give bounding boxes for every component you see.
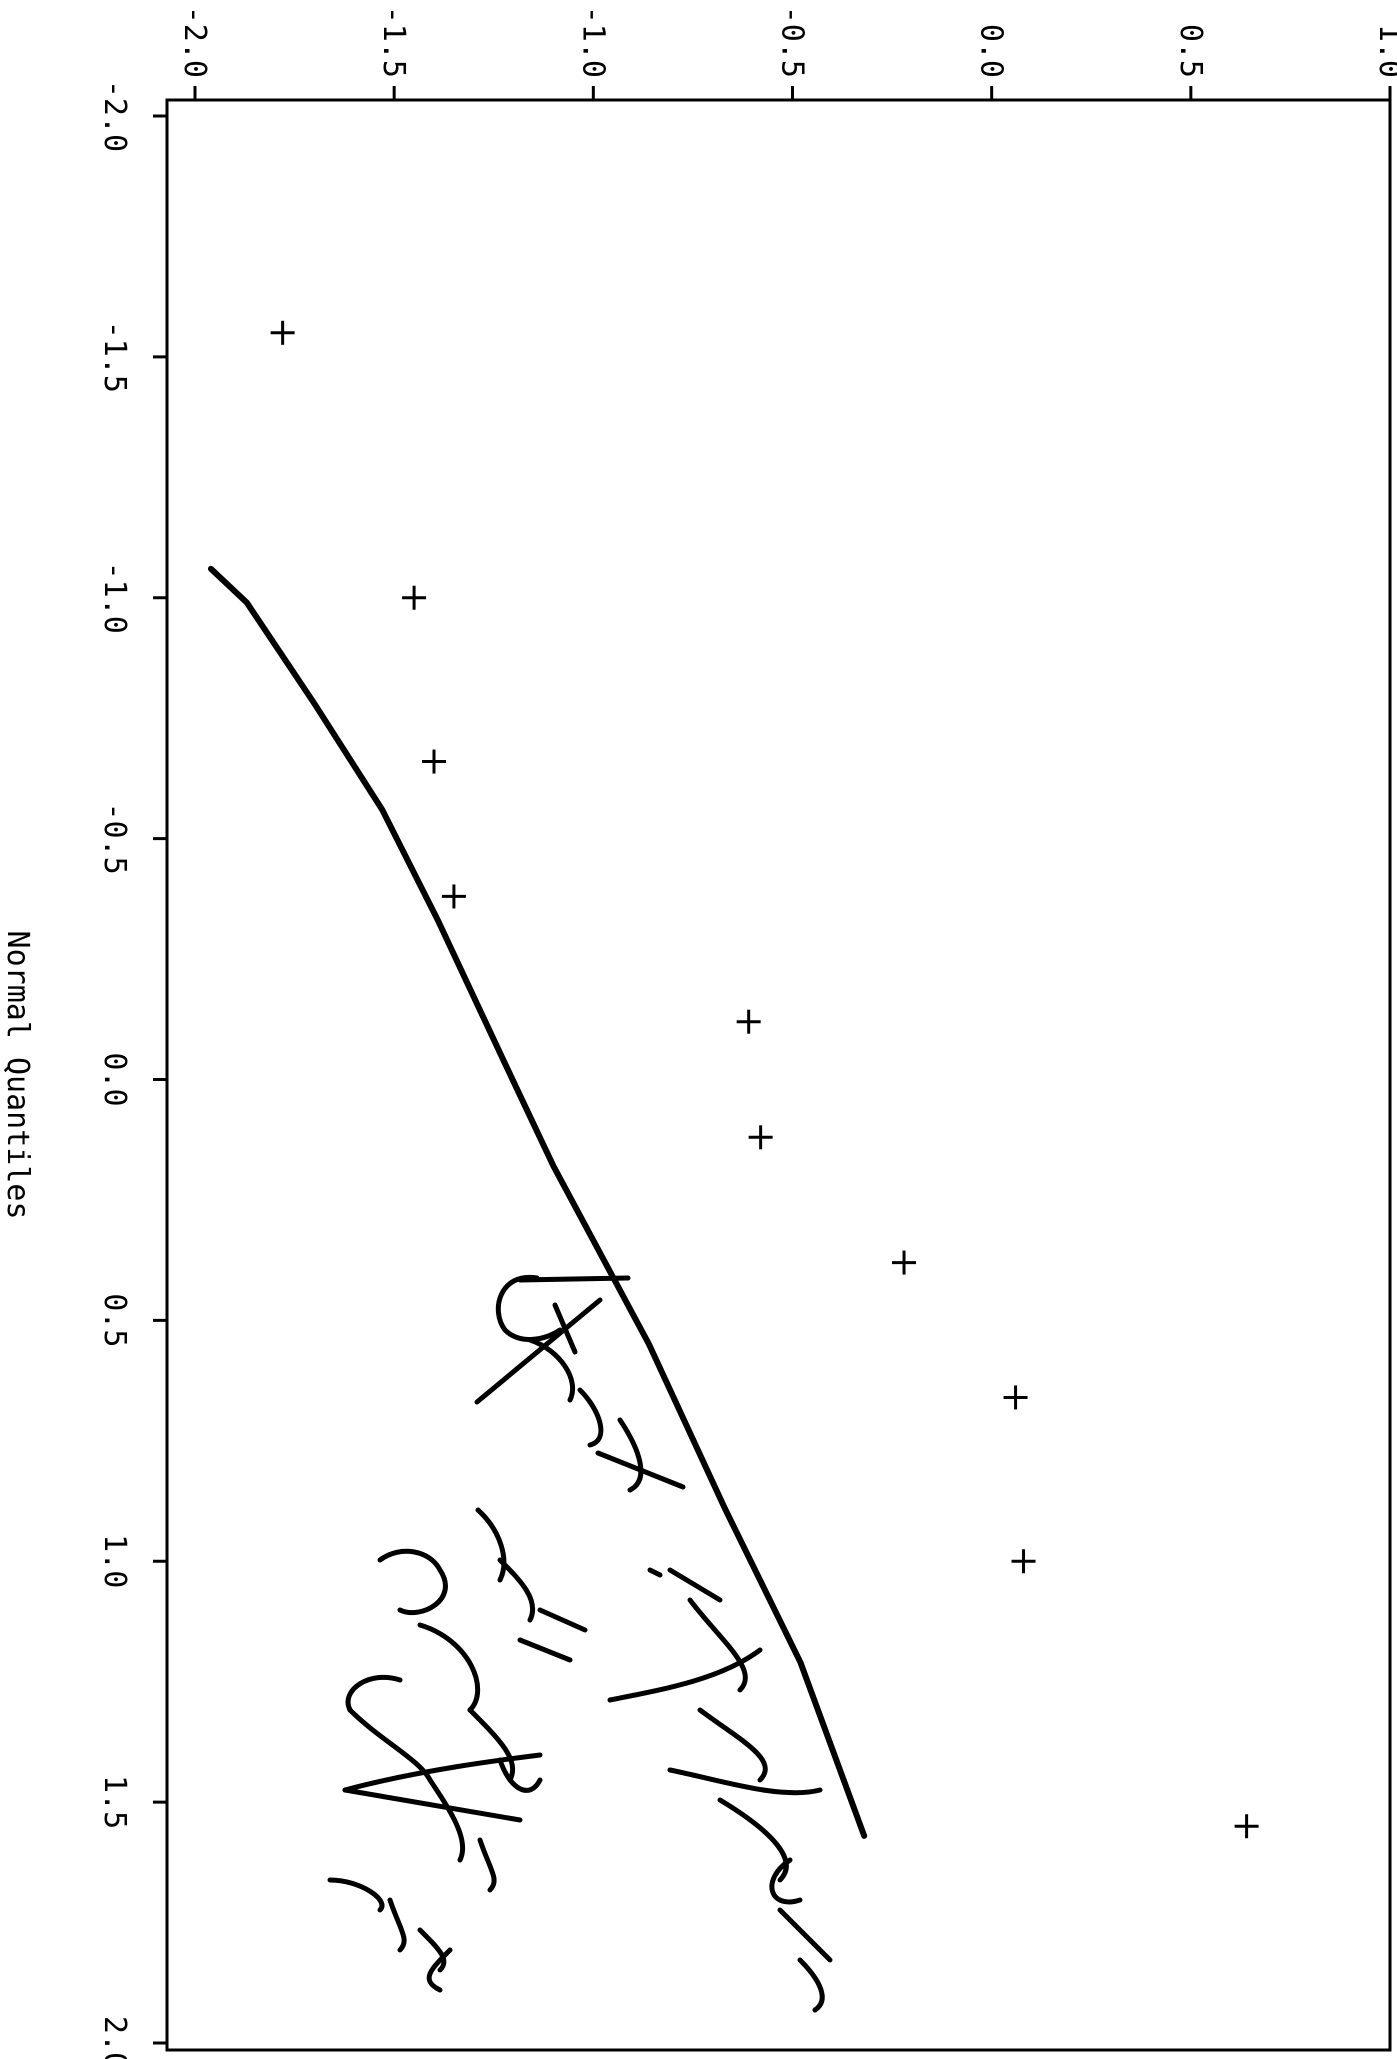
- top-axis-tick-label: 1.0: [1372, 24, 1397, 78]
- data-points: [270, 320, 1259, 1839]
- data-point: [402, 585, 427, 610]
- reference-line: [207, 565, 868, 1839]
- data-point: [748, 1125, 773, 1150]
- top-axis-tick-label: 0.0: [974, 24, 1009, 78]
- top-axis-tick-label: -1.5: [376, 6, 411, 78]
- left-axis-tick-label: -1.5: [97, 321, 132, 393]
- data-point: [270, 320, 295, 345]
- left-axis-tick-label: 1.5: [97, 1775, 132, 1829]
- data-point: [892, 1250, 917, 1275]
- x-axis-title: Normal Quantiles: [0, 931, 35, 1220]
- left-axis-tick-label: 2.0: [97, 2016, 132, 2059]
- left-axis-tick-label: -1.0: [97, 562, 132, 634]
- left-axis-tick-label: 1.0: [97, 1534, 132, 1588]
- top-axis-tick-label: -0.5: [775, 6, 810, 78]
- left-axis-ticks: -2.0 -1.5 -1.0 -0.5 0.0 0.5 1.0 1.5 2.0: [97, 80, 167, 2059]
- top-axis-tick-label: 0.5: [1173, 24, 1208, 78]
- left-axis-tick-label: -2.0: [97, 80, 132, 152]
- left-axis-tick-label: -0.5: [97, 803, 132, 875]
- handwritten-annotation: [327, 1274, 833, 2013]
- left-axis-tick-label: 0.5: [97, 1293, 132, 1347]
- top-axis-tick-label: -2.0: [177, 6, 212, 78]
- top-axis-ticks: -2.0 -1.5 -1.0 -0.5 0.0 0.5 1.0: [177, 6, 1397, 100]
- plot-frame: [165, 98, 1392, 2052]
- top-axis-tick-label: -1.0: [575, 6, 610, 78]
- data-point: [1234, 1814, 1259, 1839]
- data-point: [422, 749, 446, 774]
- data-point: [1011, 1549, 1036, 1574]
- data-point: [736, 1009, 761, 1034]
- left-axis-tick-label: 0.0: [97, 1052, 132, 1106]
- data-point: [441, 884, 466, 909]
- data-point: [1003, 1385, 1028, 1410]
